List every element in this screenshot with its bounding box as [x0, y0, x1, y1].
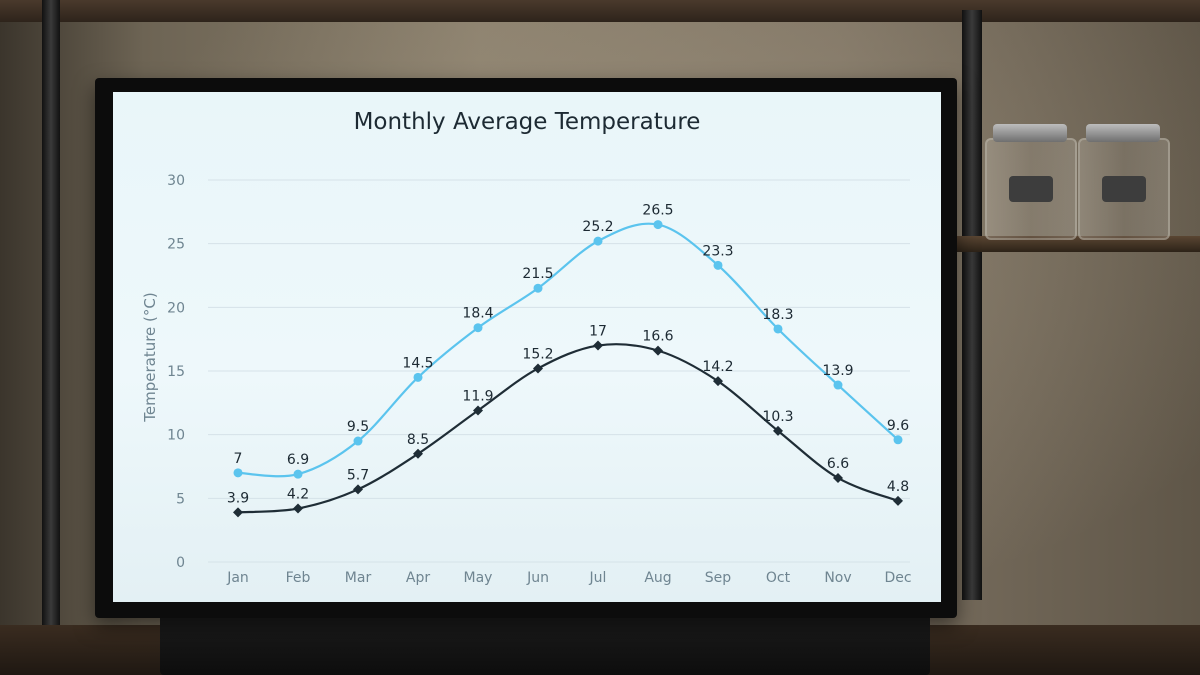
television: Monthly Average Temperature Temperature …: [95, 78, 957, 618]
data-label: 5.7: [347, 467, 369, 483]
data-label: 15.2: [522, 346, 553, 362]
data-label: 14.2: [702, 359, 733, 375]
x-tick-label: Jun: [526, 570, 549, 586]
x-tick-labels: Jan Feb Mar Apr May Jun Jul Aug Sep Oct Nov Dec: [226, 570, 911, 586]
series-line-2: [237, 343, 899, 514]
data-point-marker: [533, 283, 543, 293]
data-point-marker: [773, 324, 783, 334]
y-tick-label: 25: [167, 237, 185, 253]
data-label: 21.5: [522, 266, 553, 282]
data-point-marker: [533, 363, 543, 374]
data-markers: [233, 220, 903, 518]
tv-screen: Monthly Average Temperature Temperature …: [113, 92, 941, 602]
x-tick-label: Nov: [824, 570, 851, 586]
data-label: 9.5: [347, 419, 369, 435]
data-label: 25.2: [582, 219, 613, 235]
y-tick-label: 20: [167, 300, 185, 316]
data-point-marker: [353, 484, 363, 495]
x-tick-label: Dec: [884, 570, 911, 586]
side-shelf: [955, 236, 1200, 252]
data-point-marker: [653, 220, 663, 230]
data-point-marker: [233, 507, 243, 518]
data-label: 4.2: [287, 487, 309, 503]
data-point-marker: [293, 503, 303, 514]
data-label: 13.9: [822, 363, 853, 379]
series-lines: [237, 222, 899, 514]
data-point-marker: [473, 323, 483, 333]
grid-lines: [208, 179, 910, 563]
x-tick-label: Apr: [406, 570, 430, 586]
data-label: 11.9: [462, 388, 493, 404]
data-point-marker: [833, 380, 843, 390]
y-tick-labels: 0 5 10 15 20 25 30: [167, 173, 185, 571]
data-point-marker: [413, 372, 423, 382]
data-point-marker: [593, 340, 603, 351]
line-chart: Monthly Average Temperature Temperature …: [141, 109, 912, 586]
x-tick-label: Jul: [589, 570, 607, 586]
data-label: 6.9: [287, 452, 309, 468]
data-point-marker: [293, 469, 303, 479]
data-point-marker: [893, 435, 903, 445]
glass-jar: [1078, 124, 1170, 240]
chart-title: Monthly Average Temperature: [354, 109, 701, 135]
data-point-marker: [413, 448, 423, 459]
data-point-marker: [593, 236, 603, 246]
data-label: 8.5: [407, 432, 429, 448]
data-point-marker: [713, 376, 723, 387]
x-tick-label: Feb: [286, 570, 311, 586]
y-axis-label: Temperature (°C): [141, 292, 159, 422]
x-tick-label: May: [464, 570, 493, 586]
y-tick-label: 10: [167, 428, 185, 444]
data-label: 16.6: [642, 329, 673, 345]
x-tick-label: Jan: [226, 570, 249, 586]
data-label: 23.3: [702, 243, 733, 259]
y-tick-label: 5: [176, 491, 185, 507]
data-label: 18.4: [462, 306, 493, 322]
data-label: 17: [589, 324, 607, 340]
data-label: 18.3: [762, 307, 793, 323]
data-label: 7: [234, 451, 243, 467]
data-point-marker: [773, 425, 783, 436]
glass-jar: [985, 124, 1077, 240]
data-point-marker: [353, 436, 363, 446]
data-label: 3.9: [227, 490, 249, 506]
data-label: 10.3: [762, 409, 793, 425]
y-tick-label: 0: [176, 555, 185, 571]
top-shelf: [0, 0, 1200, 22]
data-point-marker: [653, 345, 663, 356]
y-tick-label: 30: [167, 173, 185, 189]
right-pipe: [962, 10, 982, 600]
data-label: 26.5: [642, 203, 673, 219]
x-tick-label: Oct: [766, 570, 791, 586]
data-label: 9.6: [887, 418, 909, 434]
left-pipe: [42, 0, 60, 675]
x-tick-label: Mar: [345, 570, 372, 586]
data-point-marker: [713, 260, 723, 270]
x-tick-label: Aug: [644, 570, 671, 586]
series-line-1: [237, 222, 899, 478]
data-label: 6.6: [827, 456, 849, 472]
data-label: 4.8: [887, 479, 909, 495]
data-label: 14.5: [402, 355, 433, 371]
data-point-marker: [233, 468, 243, 478]
y-tick-label: 15: [167, 364, 185, 380]
data-point-marker: [473, 405, 483, 416]
data-point-marker: [833, 472, 843, 483]
data-labels: 7 6.9 9.5 14.5 18.4 21.5 25.2 26.5 23.3 18.3 13.9 9…: [227, 203, 909, 507]
x-tick-label: Sep: [705, 570, 732, 586]
data-point-marker: [893, 495, 903, 506]
